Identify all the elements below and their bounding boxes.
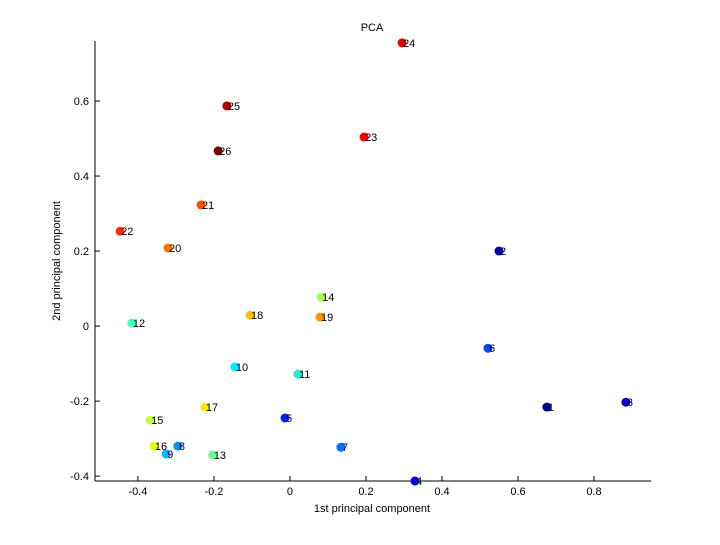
data-point-10 xyxy=(230,362,240,372)
data-point-8 xyxy=(173,441,183,451)
point-label-22: 22 xyxy=(121,226,133,238)
y-tick-label: -0.2 xyxy=(70,396,89,408)
data-point-3 xyxy=(621,397,631,407)
data-point-1 xyxy=(542,402,552,412)
data-point-18 xyxy=(245,310,255,320)
data-point-20 xyxy=(163,243,173,253)
y-axis-label: 2nd principal component xyxy=(51,201,63,321)
data-point-25 xyxy=(222,101,232,111)
data-point-11 xyxy=(293,369,303,379)
point-label-2: 2 xyxy=(500,246,506,258)
point-label-4: 4 xyxy=(416,476,422,488)
data-point-12 xyxy=(127,318,137,328)
data-point-9 xyxy=(161,449,171,459)
point-label-12: 12 xyxy=(133,318,145,330)
x-tick-label: 0 xyxy=(287,486,293,498)
point-label-5: 5 xyxy=(286,413,292,425)
x-tick-label: -0.4 xyxy=(128,486,147,498)
point-label-24: 24 xyxy=(403,38,415,50)
point-label-23: 23 xyxy=(365,132,377,144)
data-point-16 xyxy=(149,441,159,451)
point-label-15: 15 xyxy=(151,415,163,427)
x-tick-label: 0.4 xyxy=(434,486,449,498)
x-tick-label: 0.2 xyxy=(358,486,373,498)
data-point-6 xyxy=(483,343,493,353)
data-point-23 xyxy=(359,132,369,142)
data-point-19 xyxy=(315,312,325,322)
point-label-10: 10 xyxy=(236,362,248,374)
data-point-2 xyxy=(494,246,504,256)
data-point-7 xyxy=(336,442,346,452)
point-label-17: 17 xyxy=(206,402,218,414)
point-label-20: 20 xyxy=(169,243,181,255)
point-label-11: 11 xyxy=(299,369,310,381)
y-tick-label: 0.4 xyxy=(74,171,89,183)
point-label-21: 21 xyxy=(202,200,214,212)
chart-title: PCA xyxy=(361,22,384,34)
point-label-26: 26 xyxy=(219,146,231,158)
data-point-14 xyxy=(316,292,326,302)
point-label-14: 14 xyxy=(322,292,334,304)
point-label-1: 1 xyxy=(548,402,554,414)
point-label-13: 13 xyxy=(214,450,226,462)
point-label-3: 3 xyxy=(627,397,633,409)
data-point-17 xyxy=(200,402,210,412)
y-tick-label: 0 xyxy=(83,321,89,333)
point-label-7: 7 xyxy=(342,442,348,454)
point-label-9: 9 xyxy=(167,449,173,461)
data-point-21 xyxy=(196,200,206,210)
data-point-13 xyxy=(208,450,218,460)
data-point-22 xyxy=(115,226,125,236)
point-label-16: 16 xyxy=(155,441,167,453)
data-point-5 xyxy=(280,413,290,423)
point-label-6: 6 xyxy=(489,343,495,355)
data-point-15 xyxy=(145,415,155,425)
y-tick-label: -0.4 xyxy=(70,471,89,483)
data-point-26 xyxy=(213,146,223,156)
point-label-25: 25 xyxy=(228,101,240,113)
x-axis-label: 1st principal component xyxy=(314,503,430,515)
y-tick-label: 0.2 xyxy=(74,246,89,258)
data-point-4 xyxy=(410,476,420,486)
y-tick-label: 0.6 xyxy=(74,96,89,108)
data-point-24 xyxy=(397,38,407,48)
point-label-19: 19 xyxy=(321,312,333,324)
x-tick-label: 0.8 xyxy=(586,486,601,498)
point-label-18: 18 xyxy=(251,310,263,322)
x-tick-label: -0.2 xyxy=(204,486,223,498)
point-label-8: 8 xyxy=(179,441,185,453)
x-tick-label: 0.6 xyxy=(510,486,525,498)
